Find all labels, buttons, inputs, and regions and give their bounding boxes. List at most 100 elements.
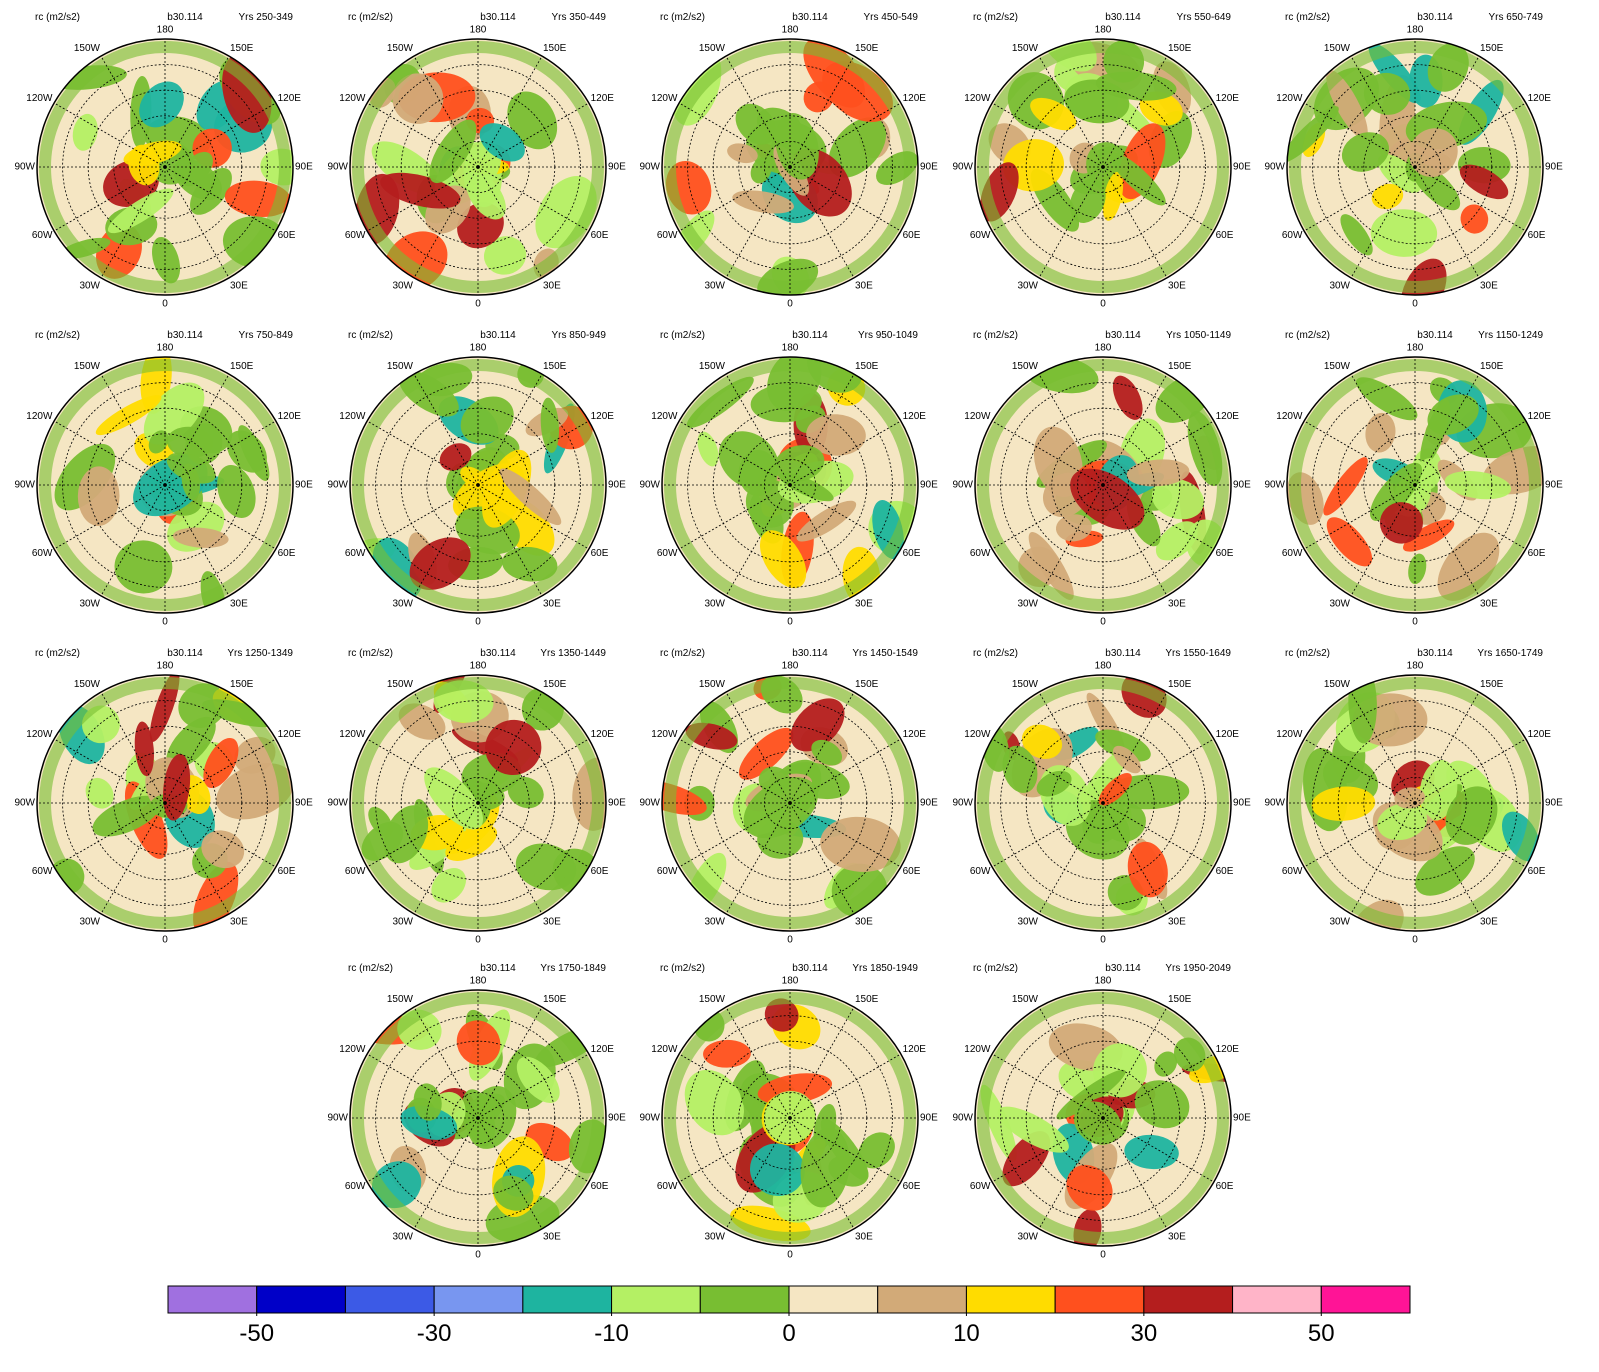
panel-years: Yrs 650-749 (1489, 12, 1544, 23)
map-panel: 180150E120E90E60E30E030W60W90W120W150Wrc… (627, 648, 939, 946)
longitude-label: 30W (1329, 916, 1350, 927)
figure: 180 150E 120E 90E 60E 30E 0 30W 60W 90W 120W 150W rc… (0, 0, 1599, 1367)
longitude-label: 150E (1168, 994, 1192, 1005)
panel-units: rc (m2/s2) (1285, 648, 1330, 659)
panel-case: b30.114 (167, 648, 203, 659)
longitude-label: 120W (26, 729, 53, 740)
longitude-label: 90E (1233, 1113, 1251, 1124)
longitude-label: 30E (230, 280, 248, 291)
longitude-label: 180 (470, 343, 487, 354)
longitude-label: 150W (699, 679, 726, 690)
panel-years: Yrs 750-849 (239, 330, 294, 341)
longitude-label: 0 (162, 299, 168, 310)
longitude-label: 90E (608, 480, 626, 491)
longitude-label: 60W (970, 548, 991, 559)
colorbar-box (257, 1286, 346, 1313)
longitude-label: 0 (475, 299, 481, 310)
longitude-label: 30W (1017, 598, 1038, 609)
panel-case: b30.114 (167, 12, 203, 23)
longitude-label: 0 (475, 617, 481, 628)
longitude-label: 90E (608, 1113, 626, 1124)
longitude-label: 180 (157, 661, 174, 672)
colorbar-box (612, 1286, 701, 1313)
longitude-label: 0 (787, 935, 793, 946)
longitude-label: 60E (903, 230, 921, 241)
longitude-label: 30W (704, 916, 725, 927)
longitude-label: 90E (295, 798, 313, 809)
panel-years: Yrs 950-1049 (858, 330, 918, 341)
map-panel: 180150E120E90E60E30E030W60W90W120W150Wrc… (1264, 12, 1563, 328)
longitude-label: 60E (278, 230, 296, 241)
longitude-label: 90W (639, 162, 660, 173)
map-panel: 180150E120E90E60E30E030W60W90W120W150Wrc… (639, 963, 938, 1261)
longitude-label: 120E (903, 1044, 927, 1055)
longitude-label: 150W (387, 43, 414, 54)
colorbar-label: 50 (1308, 1320, 1335, 1347)
longitude-label: 30E (230, 916, 248, 927)
longitude-label: 30W (392, 598, 413, 609)
longitude-label: 150E (855, 361, 879, 372)
colorbar-box (168, 1286, 257, 1313)
longitude-label: 60W (657, 230, 678, 241)
longitude-label: 90W (14, 798, 35, 809)
longitude-label: 150W (699, 994, 726, 1005)
longitude-label: 150W (1324, 679, 1351, 690)
longitude-label: 120E (278, 411, 302, 422)
longitude-label: 120W (964, 93, 991, 104)
longitude-label: 150E (543, 43, 567, 54)
panel-case: b30.114 (1417, 330, 1453, 341)
longitude-label: 90E (1545, 798, 1563, 809)
longitude-label: 90E (1233, 798, 1251, 809)
longitude-label: 150W (387, 679, 414, 690)
longitude-label: 30E (543, 598, 561, 609)
panel-units: rc (m2/s2) (973, 963, 1018, 974)
longitude-label: 60E (1216, 1181, 1234, 1192)
longitude-label: 150W (74, 43, 101, 54)
panel-case: b30.114 (792, 12, 828, 23)
panel-case: b30.114 (1417, 648, 1453, 659)
panel-units: rc (m2/s2) (660, 963, 705, 974)
longitude-label: 120E (591, 411, 615, 422)
longitude-label: 60E (1216, 866, 1234, 877)
longitude-label: 30W (392, 916, 413, 927)
panel-case: b30.114 (792, 330, 828, 341)
panel-case: b30.114 (1105, 330, 1141, 341)
longitude-label: 60E (591, 230, 609, 241)
panel-units: rc (m2/s2) (348, 330, 393, 341)
longitude-label: 180 (1095, 343, 1112, 354)
panel-units: rc (m2/s2) (348, 648, 393, 659)
longitude-label: 120E (1216, 93, 1240, 104)
longitude-label: 60W (32, 230, 53, 241)
longitude-label: 60W (657, 866, 678, 877)
panel-case: b30.114 (1417, 12, 1453, 23)
longitude-label: 90W (639, 480, 660, 491)
longitude-label: 90W (14, 480, 35, 491)
map-panel: 180150E120E90E60E30E030W60W90W120W150Wrc… (327, 330, 626, 628)
colorbar-box (434, 1286, 523, 1313)
longitude-label: 60E (1528, 230, 1546, 241)
colorbar-label: 30 (1131, 1320, 1158, 1347)
longitude-label: 150W (74, 679, 101, 690)
longitude-label: 30E (1168, 1231, 1186, 1242)
longitude-label: 90E (920, 480, 938, 491)
longitude-label: 90W (639, 798, 660, 809)
longitude-label: 60E (1528, 866, 1546, 877)
panel-units: rc (m2/s2) (348, 963, 393, 974)
longitude-label: 150E (230, 679, 254, 690)
map-panel: 180150E120E90E60E30E030W60W90W120W150Wrc… (952, 11, 1251, 310)
longitude-label: 60W (345, 1181, 366, 1192)
longitude-label: 60E (903, 1181, 921, 1192)
panel-years: Yrs 1850-1949 (852, 963, 918, 974)
panel-units: rc (m2/s2) (1285, 12, 1330, 23)
panel-units: rc (m2/s2) (35, 648, 80, 659)
panel-years: Yrs 450-549 (864, 12, 919, 23)
longitude-label: 90E (295, 162, 313, 173)
longitude-label: 150W (699, 43, 726, 54)
longitude-label: 90W (327, 162, 348, 173)
longitude-label: 90W (327, 798, 348, 809)
panel-years: Yrs 1450-1549 (852, 648, 918, 659)
longitude-label: 120E (278, 93, 302, 104)
longitude-label: 150W (387, 994, 414, 1005)
panel-years: Yrs 1950-2049 (1165, 963, 1231, 974)
longitude-label: 30W (1017, 280, 1038, 291)
